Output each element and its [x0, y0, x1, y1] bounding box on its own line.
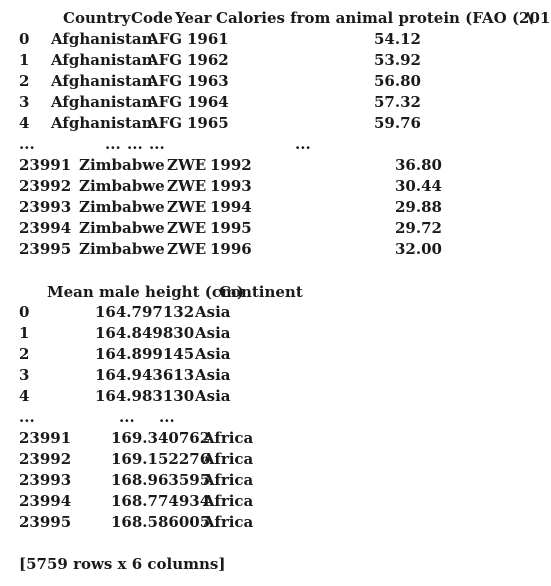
row-index: 23992: [19, 177, 72, 195]
row-continent: Asia: [195, 366, 231, 384]
ellipsis-height: ...: [119, 408, 135, 426]
row-continent: Asia: [195, 345, 231, 363]
row-index: 1: [19, 324, 30, 342]
row-index: 23993: [19, 198, 72, 216]
header-code: Code: [131, 9, 173, 27]
row-index: 23995: [19, 513, 72, 531]
row-continent: Africa: [203, 492, 254, 510]
header-mean-male-height: Mean male height (cm): [47, 283, 244, 301]
row-index: 3: [19, 93, 30, 111]
row-country: Afghanistan: [51, 93, 153, 111]
row-continent: Africa: [203, 471, 254, 489]
row-index: 2: [19, 72, 30, 90]
row-code: AFG: [147, 51, 183, 69]
row-value: 59.76: [374, 114, 421, 132]
row-country: Afghanistan: [51, 51, 153, 69]
header-continent: Continent: [219, 283, 303, 301]
row-index: 0: [19, 30, 30, 48]
row-value: 57.32: [374, 93, 421, 111]
row-height: 169.340762: [111, 429, 211, 447]
row-continent: Asia: [195, 324, 231, 342]
row-code: ZWE: [167, 219, 207, 237]
row-value: 36.80: [395, 156, 442, 174]
ellipsis-year: ...: [149, 135, 165, 153]
row-height: 168.586005: [111, 513, 211, 531]
row-code: ZWE: [167, 156, 207, 174]
row-code: AFG: [147, 72, 183, 90]
row-value: 29.72: [395, 219, 442, 237]
row-height: 168.774934: [111, 492, 211, 510]
row-value: 32.00: [395, 240, 442, 258]
row-continent: Asia: [195, 303, 231, 321]
row-country: Afghanistan: [51, 72, 153, 90]
row-country: Afghanistan: [51, 30, 153, 48]
row-year: 1963: [187, 72, 229, 90]
row-country: Zimbabwe: [79, 198, 165, 216]
row-value: 30.44: [395, 177, 442, 195]
header-country: Country: [63, 9, 131, 27]
row-year: 1961: [187, 30, 229, 48]
row-index: 23991: [19, 156, 72, 174]
row-code: ZWE: [167, 198, 207, 216]
row-code: ZWE: [167, 177, 207, 195]
ellipsis-index: ...: [19, 408, 35, 426]
row-value: 54.12: [374, 30, 421, 48]
ellipsis-value: ...: [295, 135, 311, 153]
row-country: Zimbabwe: [79, 156, 165, 174]
row-year: 1993: [210, 177, 252, 195]
header-calories: Calories from animal protein (FAO (2017)…: [216, 9, 551, 27]
row-year: 1996: [210, 240, 252, 258]
row-index: 23992: [19, 450, 72, 468]
row-country: Zimbabwe: [79, 240, 165, 258]
ellipsis-continent: ...: [159, 408, 175, 426]
row-value: 53.92: [374, 51, 421, 69]
ellipsis-index: ...: [19, 135, 35, 153]
row-index: 23994: [19, 492, 72, 510]
row-index: 23991: [19, 429, 72, 447]
row-index: 2: [19, 345, 30, 363]
row-country: Zimbabwe: [79, 177, 165, 195]
row-code: AFG: [147, 114, 183, 132]
row-continent: Asia: [195, 387, 231, 405]
row-index: 3: [19, 366, 30, 384]
row-year: 1994: [210, 198, 252, 216]
row-country: Zimbabwe: [79, 219, 165, 237]
row-year: 1992: [210, 156, 252, 174]
row-code: ZWE: [167, 240, 207, 258]
row-index: 1: [19, 51, 30, 69]
row-index: 23994: [19, 219, 72, 237]
row-height: 164.849830: [95, 324, 195, 342]
row-height: 169.152276: [111, 450, 211, 468]
row-height: 164.899145: [95, 345, 195, 363]
row-height: 164.797132: [95, 303, 195, 321]
row-code: AFG: [147, 93, 183, 111]
ellipsis-code: ...: [127, 135, 143, 153]
row-height: 164.943613: [95, 366, 195, 384]
row-code: AFG: [147, 30, 183, 48]
row-index: 4: [19, 387, 30, 405]
header-year: Year: [175, 9, 212, 27]
row-height: 168.963595: [111, 471, 211, 489]
row-index: 23995: [19, 240, 72, 258]
ellipsis-country: ...: [105, 135, 121, 153]
row-index: 0: [19, 303, 30, 321]
row-year: 1965: [187, 114, 229, 132]
row-country: Afghanistan: [51, 114, 153, 132]
row-value: 56.80: [374, 72, 421, 90]
row-continent: Africa: [203, 513, 254, 531]
row-continent: Africa: [203, 450, 254, 468]
row-index: 4: [19, 114, 30, 132]
row-year: 1962: [187, 51, 229, 69]
shape-footer: [5759 rows x 6 columns]: [19, 555, 226, 573]
row-continent: Africa: [203, 429, 254, 447]
row-height: 164.983130: [95, 387, 195, 405]
header-continuation-marker: \: [527, 9, 533, 27]
row-index: 23993: [19, 471, 72, 489]
row-value: 29.88: [395, 198, 442, 216]
row-year: 1964: [187, 93, 229, 111]
row-year: 1995: [210, 219, 252, 237]
